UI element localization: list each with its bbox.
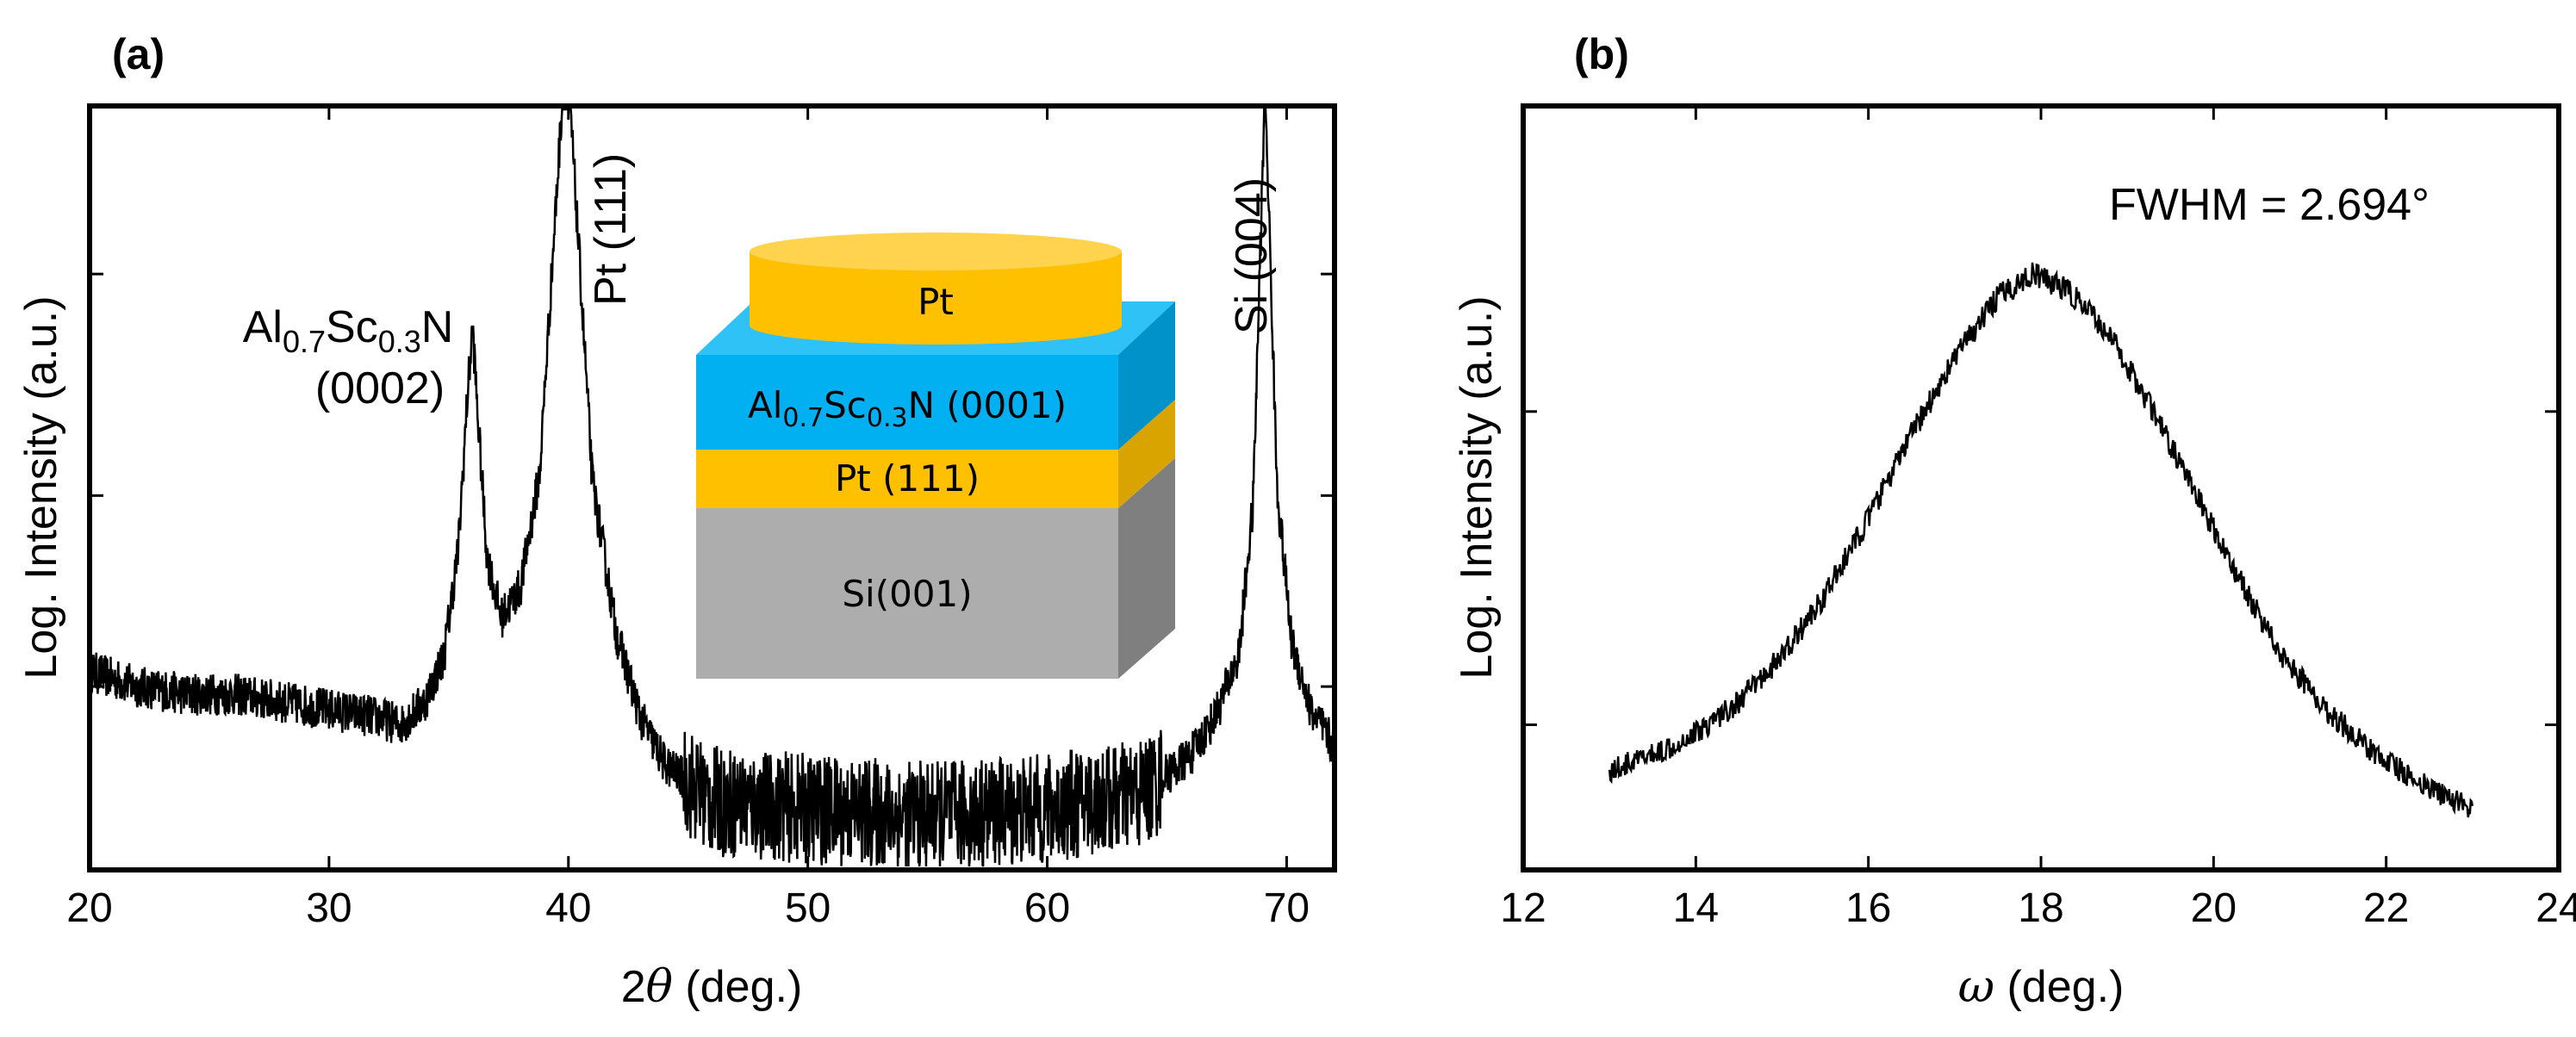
- x-tick-label: 14: [1673, 885, 1719, 931]
- x-tick-label: 20: [2191, 885, 2237, 931]
- ticks-b: [1521, 106, 2560, 870]
- x-tick-label: 60: [1024, 885, 1070, 931]
- x-axis-label-a: 2θ (deg.): [621, 961, 803, 1013]
- device-stack-inset: Si(001) Pt (111) Al0.7Sc0.3N (0001) Pt: [696, 233, 1175, 679]
- fwhm-annotation: FWHM = 2.694°: [2109, 180, 2430, 230]
- alscn-film-front: [696, 355, 1118, 450]
- top-pt-bottom-edge: [750, 307, 1122, 345]
- x-tick-label: 22: [2363, 885, 2409, 931]
- rocking-curve-trace: [1608, 262, 2474, 818]
- x-tick-label: 30: [306, 885, 352, 931]
- bottom-pt-side: [1118, 400, 1175, 508]
- x-tick-label: 16: [1845, 885, 1891, 931]
- si-substrate-label: Si(001): [842, 573, 972, 615]
- peak-label-alscn-hkl: (0002): [315, 363, 445, 413]
- peak-label-alscn: Al0.7Sc0.3N: [243, 302, 454, 359]
- bottom-pt-label: Pt (111): [835, 457, 980, 500]
- alscn-film-side: [1118, 301, 1175, 450]
- x-tick-label: 20: [66, 885, 112, 931]
- y-axis-label-b: Log. Intensity (a.u.): [1452, 295, 1502, 679]
- si-substrate-front: [696, 508, 1118, 679]
- bottom-pt-front: [696, 450, 1118, 508]
- x-tick-label: 12: [1500, 885, 1546, 931]
- y-axis-label-a: Log. Intensity (a.u.): [16, 295, 66, 679]
- x-axis-label-b: ω (deg.): [1958, 961, 2125, 1013]
- x-tick-label: 24: [2536, 885, 2576, 931]
- top-pt-label: Pt: [918, 281, 954, 323]
- panel-a-label: (a): [112, 30, 165, 78]
- x-tick-label: 70: [1264, 885, 1310, 931]
- alscn-film-label: Al0.7Sc0.3N (0001): [748, 384, 1067, 433]
- si-substrate-side: [1118, 458, 1175, 679]
- plot-frame-a: [87, 103, 1337, 872]
- peak-label-pt: Pt (111): [586, 153, 636, 306]
- x-tick-label: 40: [545, 885, 591, 931]
- panel-a: (a) 20 30 40 50 60 70 Log. Intensity (a.u.) 2…: [16, 30, 1337, 1013]
- peak-label-si: Si (004): [1227, 177, 1277, 334]
- panel-b-label: (b): [1574, 30, 1629, 78]
- xrd-2theta-trace: [88, 108, 1336, 867]
- x-tick-label: 18: [2018, 885, 2063, 931]
- top-pt-top-face: [750, 233, 1122, 270]
- panel-b: (b) 12 14 16 18 20 22 24 Log. Intensity (a.u.)…: [1452, 30, 2576, 1013]
- x-tick-label: 50: [785, 885, 831, 931]
- tick-labels-a: 20 30 40 50 60 70: [66, 885, 1310, 931]
- tick-labels-b: 12 14 16 18 20 22 24: [1500, 885, 2576, 931]
